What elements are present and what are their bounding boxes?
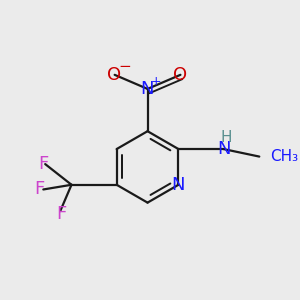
Text: F: F — [38, 155, 48, 173]
Text: CH₃: CH₃ — [271, 149, 299, 164]
Text: F: F — [56, 205, 66, 223]
Text: −: − — [118, 59, 131, 74]
Text: O: O — [173, 66, 188, 84]
Text: H: H — [221, 130, 232, 145]
Text: N: N — [140, 80, 153, 98]
Text: +: + — [151, 75, 161, 88]
Text: F: F — [34, 181, 45, 199]
Text: O: O — [107, 66, 121, 84]
Text: N: N — [172, 176, 185, 194]
Text: N: N — [217, 140, 230, 158]
